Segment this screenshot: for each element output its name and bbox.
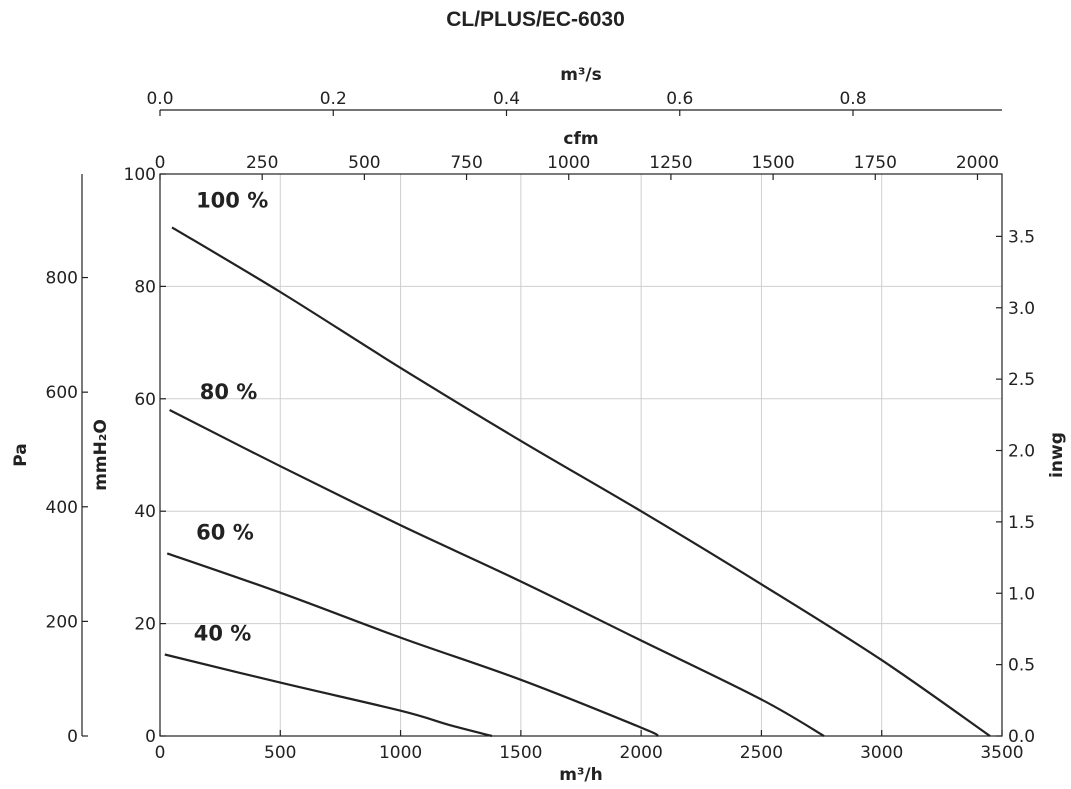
- cfm-tick-label: 250: [246, 153, 278, 173]
- inwg-tick-label: 1.5: [1008, 513, 1035, 533]
- y-tick-label: 20: [134, 615, 156, 635]
- cfm-tick-label: 1750: [854, 153, 897, 173]
- inwg-tick-label: 3.5: [1008, 227, 1035, 247]
- inwg-tick-label: 3.0: [1008, 299, 1035, 319]
- y-axis-label-mmh2o: mmH₂O: [91, 419, 111, 491]
- inwg-tick-label: 0.5: [1008, 656, 1035, 676]
- cfm-tick-label: 750: [450, 153, 482, 173]
- pa-tick-label: 600: [46, 383, 78, 403]
- cfm-tick-label: 1500: [751, 153, 794, 173]
- x-axis-label: m³/h: [559, 765, 602, 785]
- curve-label-100: 100 %: [196, 189, 268, 213]
- inwg-tick-label: 2.5: [1008, 370, 1035, 390]
- x-tick-label: 2500: [740, 743, 783, 763]
- y-tick-label: 0: [145, 727, 156, 747]
- pa-tick-label: 400: [46, 498, 78, 518]
- pa-tick-label: 0: [67, 727, 78, 747]
- fan-curve-80: [169, 409, 825, 737]
- cfm-tick-label: 1000: [547, 153, 590, 173]
- cfm-tick-label: 500: [348, 153, 380, 173]
- x-tick-label: 1500: [499, 743, 542, 763]
- m3s-tick-label: 0.8: [839, 89, 866, 109]
- m3s-tick-label: 0.4: [493, 89, 520, 109]
- y-axis-label-inwg: inwg: [1047, 432, 1067, 478]
- x-tick-label: 2000: [620, 743, 663, 763]
- y-axis-label-pa: Pa: [11, 443, 31, 466]
- pa-tick-label: 800: [46, 269, 78, 289]
- m3s-tick-label: 0.2: [320, 89, 347, 109]
- x-tick-label: 0: [155, 743, 166, 763]
- cfm-tick-label: 1250: [649, 153, 692, 173]
- m3s-tick-label: 0.0: [146, 89, 173, 109]
- x-tick-label: 1000: [379, 743, 422, 763]
- fan-curve-60: [166, 552, 659, 737]
- curve-label-60: 60 %: [196, 520, 254, 544]
- fan-curve-100: [171, 226, 991, 737]
- fan-curve-40: [164, 653, 493, 738]
- cfm-tick-label: 0: [155, 153, 166, 173]
- y-tick-label: 100: [124, 165, 156, 185]
- cfm-axis-label: cfm: [563, 129, 598, 149]
- y-tick-label: 60: [134, 390, 156, 410]
- x-tick-label: 3500: [980, 743, 1023, 763]
- pa-tick-label: 200: [46, 612, 78, 632]
- curve-label-80: 80 %: [200, 380, 258, 404]
- inwg-tick-label: 1.0: [1008, 584, 1035, 604]
- x-tick-label: 3000: [860, 743, 903, 763]
- inwg-tick-label: 2.0: [1008, 442, 1035, 462]
- plot-frame: [159, 173, 1003, 737]
- m3s-tick-label: 0.6: [666, 89, 693, 109]
- chart-title: CL/PLUS/EC-6030: [446, 8, 625, 31]
- y-tick-label: 80: [134, 277, 156, 297]
- curve-label-40: 40 %: [194, 621, 252, 645]
- m3s-axis-label: m³/s: [560, 65, 602, 85]
- y-tick-label: 40: [134, 502, 156, 522]
- inwg-tick-label: 0.0: [1008, 727, 1035, 747]
- x-tick-label: 500: [264, 743, 296, 763]
- cfm-tick-label: 2000: [956, 153, 999, 173]
